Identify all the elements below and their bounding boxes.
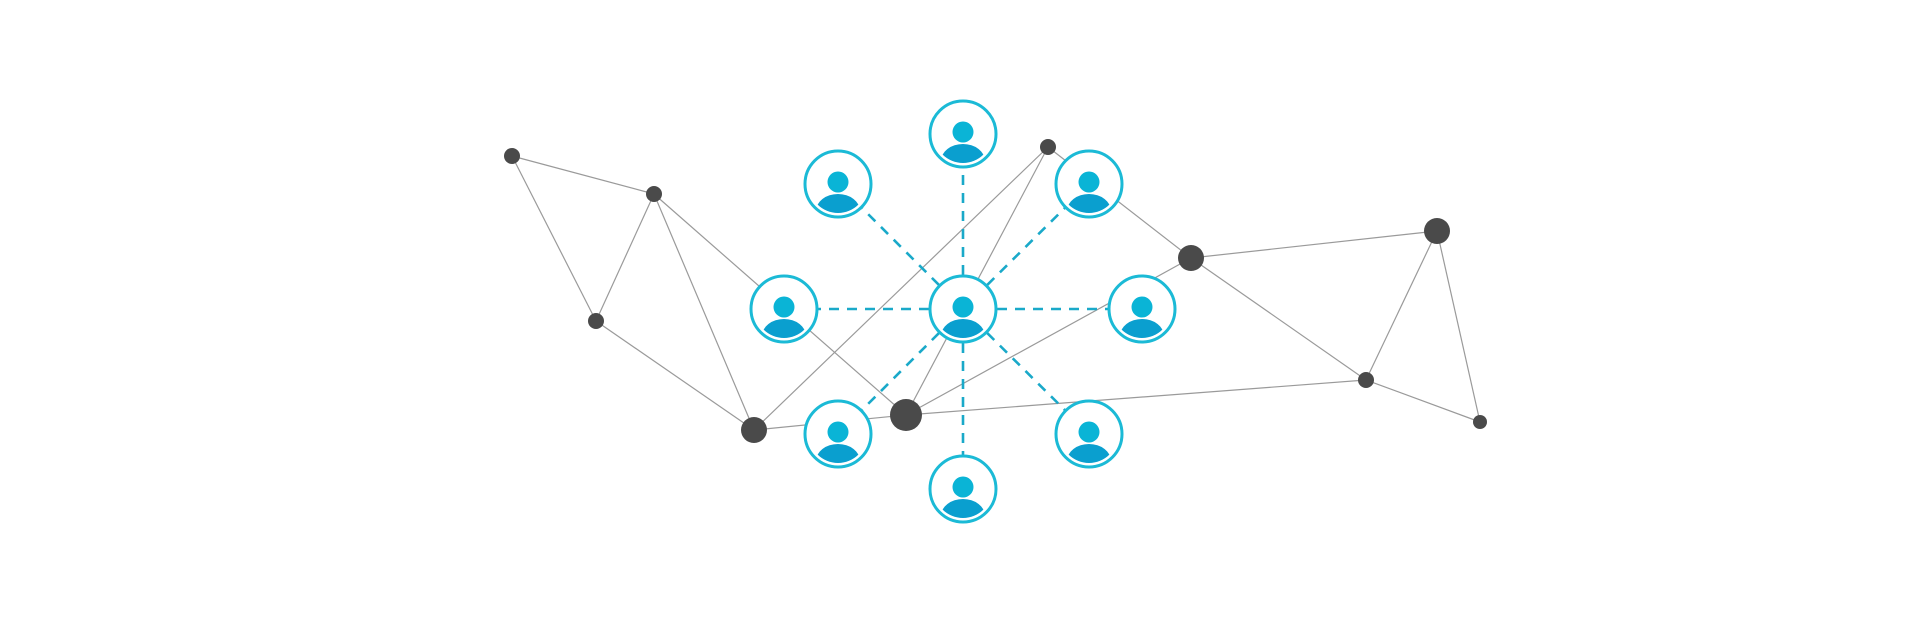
dashed-link-bottom-left [861,332,940,411]
user-top-right-icon [1054,149,1124,219]
network-edge-b-c [595,193,655,322]
network-node-i [1358,372,1374,388]
user-bottom-head [952,476,974,498]
network-node-h [1424,218,1450,244]
network-node-b [646,186,662,202]
user-right-figure [1120,296,1164,338]
user-bottom-body [941,499,985,518]
network-node-a [504,148,520,164]
network-edge-i-j [1365,379,1481,423]
user-top-head [952,121,974,143]
network-edge-e-i [905,379,1367,416]
user-right-icon [1107,274,1177,344]
network-edge-g-h [1190,230,1438,259]
user-bottom-right-figure [1067,421,1111,463]
dashed-link-bottom-right [986,332,1066,411]
user-bottom-right-body [1067,444,1111,463]
network-edge-h-i [1365,230,1438,381]
network-edge-a-b [511,155,655,195]
dashed-link-top-right [986,207,1066,286]
network-node-j [1473,415,1487,429]
network-nodes [504,139,1487,443]
user-top-left-head [827,171,849,193]
user-top-left-figure [816,171,860,213]
user-bottom-left-head [827,421,849,443]
user-left-body [762,319,806,338]
user-bottom-right-icon [1054,399,1124,469]
user-right-body [1120,319,1164,338]
user-top-right-body [1067,194,1111,213]
dashed-connections [818,168,1108,455]
user-left-head [773,296,795,318]
network-edge-h-j [1436,230,1481,423]
user-left-icon [749,274,819,344]
user-left-figure [762,296,806,338]
user-avatars [749,99,1177,524]
user-top-right-figure [1067,171,1111,213]
user-center-body [941,319,985,338]
user-top-icon [928,99,998,169]
user-bottom-icon [928,454,998,524]
dashed-link-top-left [861,207,940,286]
network-node-e [890,399,922,431]
network-edge-g-i [1190,257,1367,381]
user-center-icon [928,274,998,344]
network-edge-c-d [595,320,755,431]
user-center-head [952,296,974,318]
user-top-left-body [816,194,860,213]
user-bottom-left-icon [803,399,873,469]
user-top-left-icon [803,149,873,219]
user-bottom-right-head [1078,421,1100,443]
network-node-d [741,417,767,443]
user-bottom-left-body [816,444,860,463]
user-top-figure [941,121,985,163]
user-bottom-left-figure [816,421,860,463]
user-center-figure [941,296,985,338]
network-node-g [1178,245,1204,271]
user-right-head [1131,296,1153,318]
user-top-body [941,144,985,163]
user-bottom-figure [941,476,985,518]
network-edge-d-f [753,146,1049,431]
user-top-right-head [1078,171,1100,193]
network-edge-b-d [653,193,755,431]
network-node-f [1040,139,1056,155]
network-node-c [588,313,604,329]
network-edge-a-c [511,155,597,322]
